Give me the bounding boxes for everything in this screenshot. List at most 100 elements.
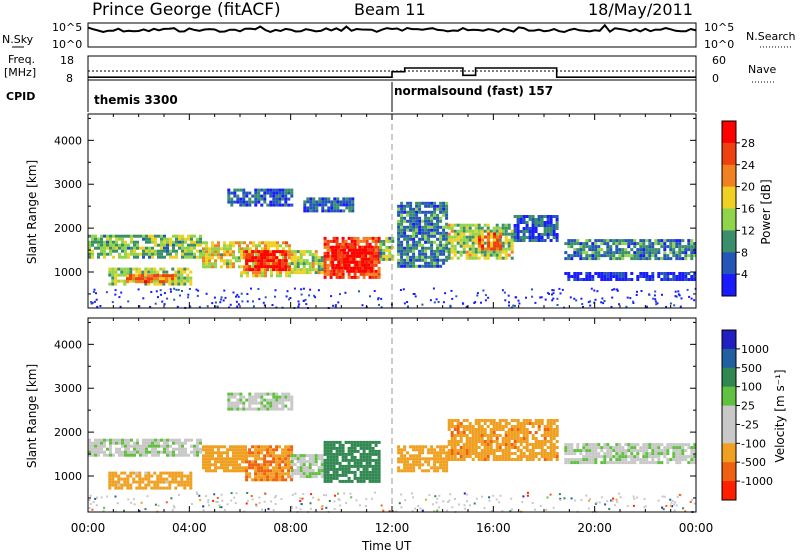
data-cell (284, 466, 288, 470)
data-cell (199, 438, 202, 442)
data-cell (412, 222, 416, 226)
data-cell (519, 452, 523, 455)
data-cell (567, 254, 571, 258)
data-cell (400, 213, 404, 217)
data-cell (177, 474, 181, 478)
ground-scatter-cell (402, 288, 405, 291)
data-cell (314, 271, 318, 275)
data-cell (91, 450, 94, 454)
data-cell (600, 275, 604, 278)
data-cell (272, 250, 276, 254)
data-cell (492, 449, 496, 452)
data-cell (477, 428, 481, 431)
data-cell (603, 446, 607, 450)
data-cell (585, 278, 589, 281)
data-cell (302, 469, 306, 473)
data-cell (214, 469, 217, 473)
data-cell (453, 250, 457, 254)
data-cell (115, 234, 118, 238)
data-cell (284, 194, 288, 198)
data-cell (281, 262, 285, 266)
ground-scatter-cell (300, 293, 303, 296)
data-cell (166, 453, 169, 457)
data-cell (684, 455, 688, 459)
velocity-colorbar-frame (721, 329, 737, 501)
data-cell (486, 256, 490, 260)
data-cell (275, 407, 279, 411)
data-cell (537, 446, 541, 449)
data-cell (97, 453, 100, 457)
data-cell (660, 242, 664, 246)
ground-scatter-cell (518, 302, 521, 305)
data-cell (362, 239, 366, 243)
data-cell (263, 457, 267, 461)
data-cell (495, 232, 499, 236)
data-cell (290, 191, 294, 195)
ground-scatter-cell (513, 304, 516, 307)
data-cell (403, 445, 407, 449)
data-cell (453, 244, 457, 248)
data-cell (495, 446, 499, 449)
data-cell (480, 455, 484, 458)
data-cell (552, 215, 556, 218)
data-cell (618, 254, 622, 258)
data-cell (636, 248, 640, 252)
data-cell (243, 241, 246, 245)
data-cell (270, 241, 273, 245)
y-tick-label: 1000 (54, 266, 82, 279)
ground-scatter-cell (92, 290, 95, 293)
ground-scatter-cell (258, 501, 261, 504)
data-cell (233, 188, 237, 192)
ground-scatter-cell (417, 505, 420, 507)
data-cell (287, 395, 291, 399)
data-cell (117, 483, 121, 487)
data-cell (453, 437, 457, 440)
data-cell (612, 449, 616, 453)
data-cell (356, 275, 360, 279)
data-cell (112, 438, 115, 442)
data-cell (284, 250, 288, 254)
data-cell (233, 191, 237, 195)
data-cell (493, 232, 497, 236)
data-cell (217, 448, 220, 452)
ground-scatter-cell (92, 501, 95, 504)
data-cell (276, 244, 279, 248)
data-cell (130, 246, 133, 250)
ground-scatter-cell (690, 297, 693, 300)
data-cell (477, 431, 481, 434)
data-cell (189, 282, 193, 286)
data-cell (181, 453, 184, 457)
data-cell (233, 200, 237, 204)
data-cell (175, 438, 178, 442)
data-cell (567, 242, 571, 246)
data-cell (687, 242, 691, 246)
data-cell (180, 276, 184, 280)
data-cell (154, 252, 157, 256)
data-cell (311, 454, 315, 458)
data-cell (459, 235, 463, 239)
data-cell (299, 262, 303, 266)
data-cell (409, 466, 413, 470)
data-cell (645, 257, 649, 261)
data-cell (406, 463, 410, 467)
ground-scatter-cell (106, 495, 109, 498)
data-cell (525, 419, 529, 422)
data-cell (278, 475, 282, 479)
data-cell (483, 458, 487, 461)
data-cell (528, 218, 532, 221)
data-cell (281, 404, 285, 408)
data-cell (350, 470, 354, 474)
data-cell (272, 200, 276, 204)
data-cell (484, 247, 488, 251)
data-cell (157, 441, 160, 445)
data-cell (397, 231, 401, 235)
data-cell (257, 454, 261, 458)
data-cell (582, 458, 586, 462)
data-cell (162, 277, 165, 281)
data-cell (333, 200, 337, 204)
data-cell (501, 440, 505, 443)
data-cell (281, 197, 285, 201)
data-cell (495, 226, 499, 230)
data-cell (537, 233, 541, 236)
data-cell (645, 443, 649, 447)
